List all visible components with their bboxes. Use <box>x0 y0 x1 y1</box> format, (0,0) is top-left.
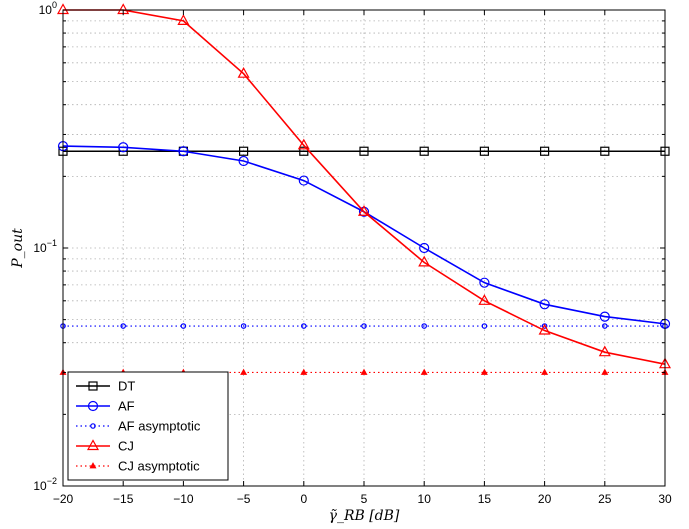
data-point <box>418 255 431 267</box>
x-tick-label: 5 <box>361 492 368 506</box>
data-point <box>240 368 248 375</box>
legend-item: CJ <box>76 439 134 454</box>
legend-item: AF asymptotic <box>76 419 201 434</box>
data-point <box>538 323 551 335</box>
data-point <box>300 368 308 375</box>
series-af-asymptotic <box>60 323 668 329</box>
data-point <box>118 142 129 153</box>
y-tick-label: 10−2 <box>33 476 57 493</box>
legend-item: CJ asymptotic <box>76 459 200 474</box>
data-point <box>480 368 488 375</box>
data-point <box>180 323 187 329</box>
data-point <box>239 146 249 156</box>
data-point <box>238 155 249 167</box>
data-point <box>601 368 609 375</box>
legend-item: DT <box>76 379 135 394</box>
x-axis-label: γ̃_RB [dB] <box>329 508 400 524</box>
legend-marker <box>89 462 97 469</box>
data-point <box>598 345 611 357</box>
data-point <box>541 368 549 375</box>
legend-marker <box>88 381 98 391</box>
data-point <box>361 323 367 329</box>
data-point <box>299 146 309 156</box>
x-tick-label: 10 <box>418 492 432 506</box>
ticks: −20 −15 −10 −5 0 5 10 15 20 25 30 100 10−1 10−2 <box>33 0 672 506</box>
data-point <box>599 311 610 322</box>
legend-label: AF asymptotic <box>118 419 201 434</box>
series-line <box>63 9 666 365</box>
data-point <box>419 146 429 156</box>
data-point <box>539 146 550 156</box>
legend-label: DT <box>118 379 135 394</box>
data-point <box>178 146 189 157</box>
x-tick-label: 30 <box>658 492 672 506</box>
data-point <box>481 323 488 329</box>
data-point <box>297 138 310 150</box>
data-point <box>357 205 371 216</box>
data-point <box>600 146 610 156</box>
x-tick-label: 0 <box>300 492 307 506</box>
y-axis-label: P_out <box>10 228 26 269</box>
data-point <box>479 146 489 156</box>
y-tick-label: 10−1 <box>33 238 57 255</box>
data-point <box>237 66 250 78</box>
x-tick-label: −15 <box>113 492 134 506</box>
y-tick-label: 100 <box>39 0 57 17</box>
legend-label: AF <box>118 399 135 414</box>
data-point <box>240 323 247 329</box>
data-point <box>420 368 428 375</box>
axis-labels: γ̃_RB [dB] P_out <box>10 228 400 524</box>
x-tick-label: −5 <box>237 492 251 506</box>
data-point <box>177 14 190 25</box>
data-point <box>298 175 309 186</box>
x-tick-label: −10 <box>173 492 194 506</box>
legend-label: CJ asymptotic <box>118 459 200 474</box>
x-tick-label: −20 <box>53 492 74 506</box>
data-point <box>300 323 307 329</box>
data-point <box>478 294 491 305</box>
data-point <box>421 323 428 329</box>
data-point <box>479 277 490 288</box>
data-point <box>360 368 368 375</box>
legend-marker <box>86 439 100 451</box>
data-point <box>419 242 430 254</box>
x-tick-label: 15 <box>478 492 492 506</box>
legend-marker <box>87 400 99 412</box>
legend: DT AF AF asymptotic CJ CJ asymptotic <box>67 371 229 481</box>
data-point <box>539 299 550 310</box>
legend-label: CJ <box>118 439 134 454</box>
data-point <box>601 323 608 329</box>
x-tick-label: 25 <box>598 492 612 506</box>
legend-marker <box>90 423 96 429</box>
data-point <box>359 146 369 156</box>
legend-item: AF <box>76 399 135 414</box>
data-point <box>120 323 127 329</box>
x-tick-label: 20 <box>538 492 552 506</box>
